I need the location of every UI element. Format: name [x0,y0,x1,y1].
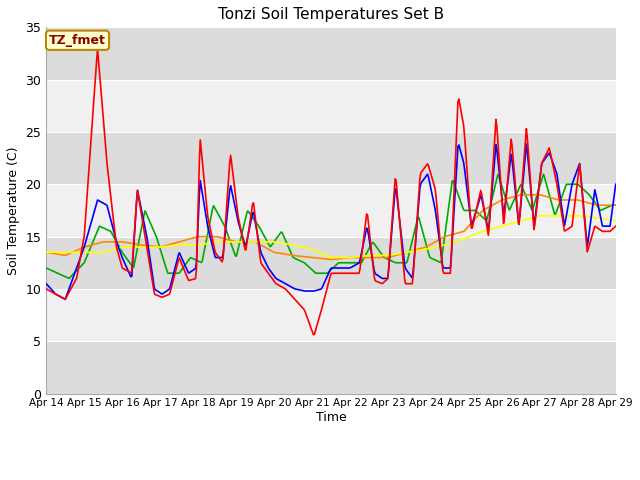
Bar [46,80,616,132]
Bar [46,289,616,341]
Bar [46,27,616,80]
Bar [46,132,616,184]
Bar [46,237,616,289]
X-axis label: Time: Time [316,411,346,424]
Title: Tonzi Soil Temperatures Set B: Tonzi Soil Temperatures Set B [218,7,444,22]
Bar [46,341,616,394]
Bar [46,184,616,237]
Y-axis label: Soil Temperature (C): Soil Temperature (C) [7,146,20,275]
Text: TZ_fmet: TZ_fmet [49,34,106,47]
